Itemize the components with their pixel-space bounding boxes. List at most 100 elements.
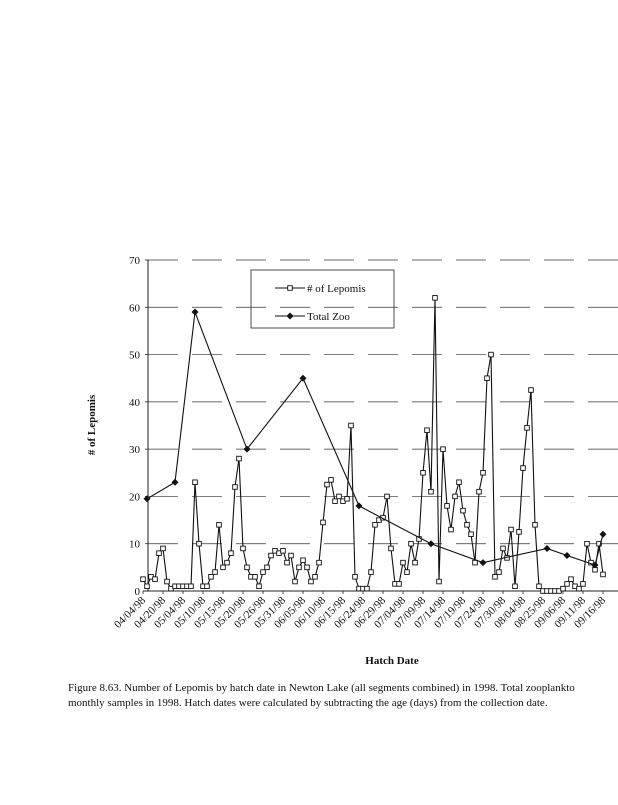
lepomis-point: [472, 559, 478, 566]
lepomis-point: [328, 477, 334, 483]
y-tick-label: 50: [129, 350, 141, 362]
lepomis-point: [532, 522, 538, 528]
lepomis-point: [212, 569, 218, 575]
lepomis-point: [460, 507, 466, 514]
lepomis-point: [304, 564, 310, 571]
caption-line: monthly samples in 1998. Hatch dates wer…: [68, 697, 548, 709]
lepomis-point: [188, 583, 194, 590]
lepomis-point: [316, 559, 322, 566]
lepomis-point: [452, 493, 458, 500]
lepomis-point: [508, 526, 514, 533]
lepomis-point: [580, 581, 586, 587]
x-axis-title: Hatch Date: [365, 655, 419, 667]
lepomis-point: [484, 375, 490, 381]
caption-line: Figure 8.63. Number of Lepomis by hatch …: [68, 682, 575, 694]
lepomis-point: [520, 465, 526, 471]
lepomis-point: [228, 550, 234, 556]
lepomis-point: [368, 569, 374, 575]
lepomis-point: [492, 574, 498, 580]
lepomis-point: [536, 583, 542, 590]
lepomis-point: [516, 529, 522, 535]
y-tick-label: 10: [129, 539, 141, 551]
legend-label: Total Zoo: [307, 311, 350, 323]
lepomis-point: [288, 552, 294, 559]
lepomis-point: [524, 425, 530, 431]
zoo-point: [355, 502, 363, 510]
legend-label: # of Lepomis: [307, 283, 366, 295]
lepomis-point: [564, 581, 570, 587]
lepomis-point: [464, 522, 470, 528]
lepomis-point: [268, 552, 274, 559]
lepomis-point: [240, 545, 246, 552]
lepomis-point: [404, 569, 410, 575]
zoo-point: [143, 495, 151, 503]
lepomis-point: [260, 569, 266, 575]
zoo-point: [599, 530, 607, 538]
lepomis-point: [468, 531, 474, 538]
lepomis-point: [424, 427, 430, 433]
y-tick-label: 40: [129, 397, 141, 409]
lepomis-point: [348, 422, 354, 429]
lepomis-point: [432, 295, 438, 301]
lepomis-point: [196, 540, 202, 547]
lepomis-point: [352, 574, 358, 580]
lepomis-point: [388, 545, 394, 552]
lepomis-point: [480, 470, 486, 476]
lepomis-point: [600, 571, 606, 578]
lepomis-point: [444, 503, 450, 509]
lepomis-point: [164, 578, 170, 585]
lepomis-point: [320, 519, 326, 526]
lepomis-point: [512, 583, 518, 590]
lepomis-point: [372, 522, 378, 528]
lepomis-point: [216, 522, 222, 528]
lepomis-point: [336, 493, 342, 500]
y-tick-label: 30: [129, 444, 141, 456]
lepomis-point: [476, 488, 482, 495]
lepomis-point: [344, 496, 350, 502]
lepomis-point: [420, 470, 426, 476]
zoo-point: [427, 540, 435, 548]
lepomis-point: [280, 548, 286, 554]
lepomis-point: [284, 559, 290, 566]
lepomis-point: [396, 581, 402, 587]
zoo-point: [563, 552, 571, 560]
y-axis-title: # of Lepomis: [86, 394, 98, 455]
zoo-point: [591, 561, 599, 569]
lepomis-point: [408, 540, 414, 547]
lepomis-point: [292, 578, 298, 585]
lepomis-point: [220, 564, 226, 571]
lepomis-point: [364, 585, 370, 592]
lepomis-point: [236, 455, 242, 462]
lepomis-point: [308, 578, 314, 585]
lepomis-point: [156, 550, 162, 556]
lepomis-point: [456, 479, 462, 485]
zoo-point: [171, 478, 179, 486]
zoo-point: [543, 544, 551, 552]
lepomis-point: [296, 564, 302, 571]
lepomis-point: [312, 574, 318, 580]
zoo-point: [479, 559, 487, 567]
lepomis-point: [252, 574, 258, 580]
lepomis-point: [400, 559, 406, 566]
lepomis-point: [332, 498, 338, 504]
lepomis-point: [560, 585, 566, 592]
lepomis-point: [440, 446, 446, 452]
lepomis-point: [488, 351, 494, 358]
lepomis-point: [140, 576, 146, 582]
lepomis-point: [144, 583, 150, 590]
lepomis-point: [584, 540, 590, 547]
lepomis-point: [192, 479, 198, 485]
series-line: [146, 311, 604, 566]
lepomis-point: [244, 564, 250, 571]
lepomis-point: [256, 583, 262, 590]
lepomis-point: [428, 488, 434, 495]
lepomis-point: [300, 557, 306, 564]
y-tick-label: 20: [129, 491, 141, 503]
y-tick-label: 0: [135, 586, 141, 598]
zoo-point: [243, 445, 251, 453]
lepomis-point: [496, 569, 502, 575]
legend-box: [250, 269, 395, 329]
lepomis-point: [448, 526, 454, 533]
